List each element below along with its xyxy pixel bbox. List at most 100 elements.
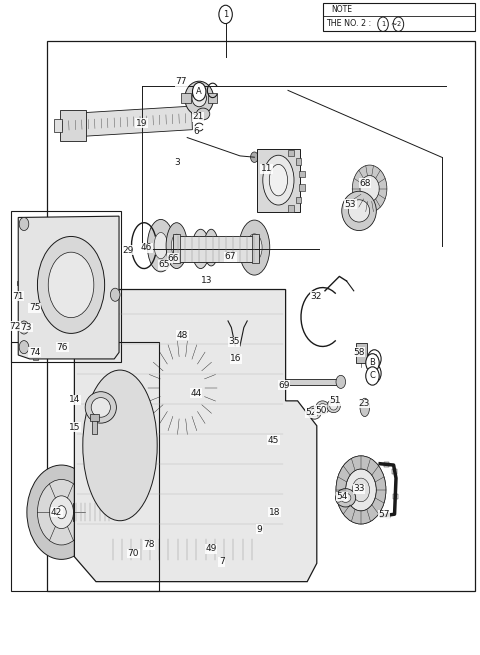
- Bar: [296, 196, 301, 203]
- Bar: [230, 379, 341, 385]
- Text: 9: 9: [256, 525, 262, 534]
- Ellipse shape: [311, 409, 318, 417]
- Circle shape: [19, 321, 29, 334]
- Circle shape: [148, 341, 217, 435]
- Ellipse shape: [348, 200, 370, 222]
- Bar: [252, 234, 259, 263]
- Text: 51: 51: [329, 396, 341, 405]
- Ellipse shape: [340, 493, 351, 502]
- Text: 49: 49: [205, 544, 217, 553]
- Text: 35: 35: [228, 337, 240, 346]
- Ellipse shape: [192, 90, 206, 107]
- Bar: [392, 469, 397, 474]
- Text: 71: 71: [12, 291, 24, 301]
- Text: 53: 53: [345, 200, 356, 209]
- Wedge shape: [148, 341, 217, 435]
- Text: ~: ~: [390, 20, 396, 29]
- Circle shape: [192, 83, 206, 101]
- Text: 29: 29: [122, 246, 134, 255]
- Ellipse shape: [214, 544, 223, 553]
- Circle shape: [49, 496, 73, 529]
- Ellipse shape: [147, 219, 174, 272]
- Text: 13: 13: [201, 276, 212, 285]
- Bar: [288, 206, 294, 212]
- Bar: [108, 539, 257, 560]
- Text: 42: 42: [51, 508, 62, 517]
- Text: 73: 73: [21, 323, 32, 332]
- Text: 58: 58: [353, 348, 365, 357]
- Bar: [384, 462, 389, 467]
- Ellipse shape: [336, 489, 356, 507]
- Circle shape: [57, 506, 66, 519]
- Text: B: B: [370, 358, 375, 367]
- Text: 54: 54: [336, 492, 348, 501]
- Circle shape: [366, 354, 379, 372]
- Circle shape: [360, 176, 379, 202]
- Bar: [181, 93, 191, 103]
- Circle shape: [251, 152, 258, 162]
- Text: 1: 1: [223, 10, 228, 19]
- Ellipse shape: [223, 351, 254, 406]
- Text: 68: 68: [359, 179, 371, 188]
- Ellipse shape: [171, 234, 182, 257]
- Circle shape: [336, 456, 386, 524]
- Text: 78: 78: [143, 540, 155, 550]
- Text: 52: 52: [305, 408, 317, 417]
- Ellipse shape: [247, 234, 262, 261]
- Text: 72: 72: [10, 322, 21, 331]
- Text: 46: 46: [141, 243, 152, 252]
- Bar: [47, 41, 475, 591]
- Text: 48: 48: [177, 331, 188, 340]
- Text: 3: 3: [175, 158, 180, 167]
- Text: 14: 14: [69, 395, 80, 404]
- Text: 21: 21: [192, 112, 204, 121]
- Ellipse shape: [239, 220, 270, 275]
- Circle shape: [352, 478, 370, 502]
- Circle shape: [336, 375, 346, 388]
- Bar: [33, 354, 38, 360]
- Text: 67: 67: [225, 252, 236, 261]
- Wedge shape: [186, 394, 213, 413]
- Text: C: C: [370, 371, 375, 381]
- Ellipse shape: [196, 239, 205, 259]
- Circle shape: [19, 217, 29, 231]
- Bar: [300, 171, 305, 178]
- Text: 33: 33: [353, 484, 365, 493]
- Text: A: A: [196, 87, 202, 96]
- Circle shape: [19, 341, 29, 354]
- Circle shape: [368, 350, 381, 368]
- Text: 18: 18: [269, 508, 280, 517]
- Text: NOTE: NOTE: [331, 5, 352, 14]
- Bar: [393, 494, 397, 499]
- Wedge shape: [336, 456, 386, 524]
- Ellipse shape: [269, 164, 288, 196]
- Wedge shape: [186, 376, 213, 394]
- Ellipse shape: [37, 236, 105, 333]
- Polygon shape: [62, 106, 192, 138]
- Ellipse shape: [166, 223, 187, 269]
- Bar: [173, 234, 180, 263]
- Ellipse shape: [342, 191, 376, 231]
- Ellipse shape: [257, 521, 269, 533]
- Ellipse shape: [196, 108, 210, 120]
- Ellipse shape: [272, 506, 283, 516]
- Polygon shape: [18, 216, 119, 359]
- Text: 44: 44: [190, 388, 202, 398]
- Text: 32: 32: [310, 291, 322, 301]
- Text: 15: 15: [69, 422, 80, 432]
- Text: 76: 76: [57, 343, 68, 352]
- Bar: [257, 149, 300, 212]
- Circle shape: [27, 465, 96, 559]
- Bar: [356, 343, 367, 363]
- Ellipse shape: [192, 229, 209, 269]
- Bar: [11, 342, 159, 591]
- Text: 74: 74: [29, 348, 40, 357]
- Ellipse shape: [207, 238, 215, 257]
- Circle shape: [159, 356, 205, 419]
- Bar: [300, 184, 305, 191]
- Bar: [296, 159, 301, 165]
- Bar: [208, 93, 217, 103]
- Text: 6: 6: [193, 126, 199, 136]
- Ellipse shape: [85, 392, 117, 423]
- Text: 11: 11: [261, 164, 272, 174]
